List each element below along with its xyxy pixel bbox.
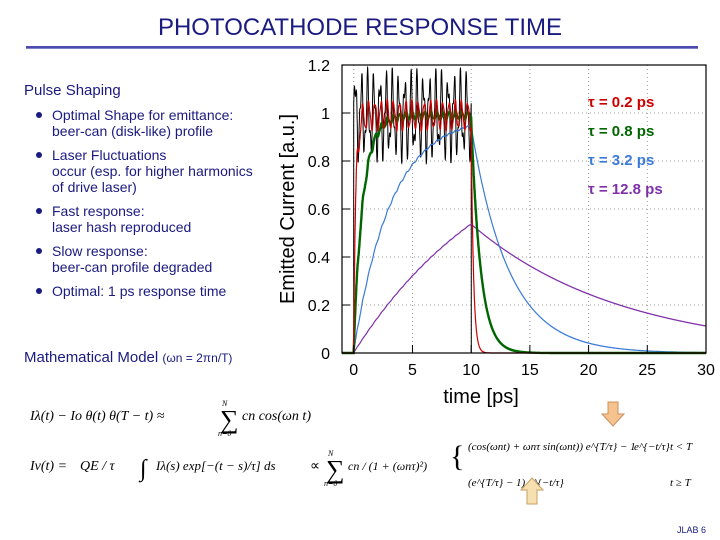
x-tick-label: 30 [697,362,715,379]
series-tau-3-2 [342,125,706,354]
eq2-sum-term: cn / (1 + (ωnτ)²) [348,459,427,473]
equations: Iλ(t) − Io θ(t) θ(T − t) ≈ ∑ N n=0 cn co… [30,399,693,505]
math-model-heading: Mathematical Model (ωn = 2πn/T) [24,349,232,366]
eq2-proportional: ∝ [310,459,320,474]
y-tick-label: 0.6 [308,202,330,219]
pulse-shaping-bullets: Optimal Shape for emittance: beer-can (d… [36,107,286,307]
down-arrow-icon [600,401,626,427]
eq2-sum-lower: n=0 [324,479,337,488]
chart-legend: τ = 0.2 ps τ = 0.8 ps τ = 3.2 ps τ = 12.… [588,94,663,210]
x-tick-label: 20 [580,362,598,379]
up-arrow-icon [519,477,545,505]
eq2-lhs: Iν(t) = [30,459,67,474]
legend-tau-12-8: τ = 12.8 ps [588,181,663,198]
bullet-optimal-shape: Optimal Shape for emittance: beer-can (d… [36,107,286,139]
eq1-lhs: Iλ(t) − Io θ(t) θ(T − t) ≈ [30,409,165,424]
eq2-case1-exp: e^{−t/τ} [634,441,670,453]
page-title: PHOTOCATHODE RESPONSE TIME [157,14,563,41]
x-tick-label: 5 [408,362,417,379]
math-model-label: Mathematical Model [24,349,159,366]
x-tick-label: 10 [462,362,480,379]
eq2-integral-sign: ∫ [138,456,148,483]
eq2-case1-bracket: (cos(ωnt) + ωnτ sin(ωnt)) e^{T/τ} − 1 [468,441,636,453]
eq2-sum-sign: ∑ [326,455,345,484]
legend-tau-0-8: τ = 0.8 ps [588,123,655,140]
eq1-sum-upper: N [221,399,228,408]
y-tick-label: 0.2 [308,298,330,315]
x-tick-label: 25 [638,362,656,379]
x-tick-label: 15 [521,362,539,379]
eq2-factor: QE / τ [80,459,116,474]
eq2-case2-expr: (e^{T/τ} − 1) e^{−t/τ} [468,477,564,489]
title-divider [26,46,698,49]
legend-tau-3-2: τ = 3.2 ps [588,152,655,169]
bullet-fast-response: Fast response: laser hash reproduced [36,203,286,235]
response-time-chart: 00.20.40.60.811.20 5 10 15 20 25 30 time [ps] … [277,58,715,408]
y-tick-label: 0.4 [308,250,330,267]
bullet-slow-response: Slow response: beer-can profile degraded [36,243,286,275]
y-tick-label: 0 [321,346,330,363]
series-tau-12-8 [342,223,707,354]
y-axis-label: Emitted Current [a.u.] [277,114,299,304]
page-number: JLAB 6 [677,525,707,535]
eq1-sum-sign: ∑ [220,405,239,434]
y-tick-label: 1 [321,106,330,123]
x-tick-label: 0 [349,362,358,379]
eq2-left-brace: { [450,440,464,473]
eq2-condition-1: t < T [670,441,693,453]
legend-tau-0-2: τ = 0.2 ps [588,94,655,111]
eq1-sum-term: cn cos(ωn t) [242,409,311,424]
omega-definition: (ωn = 2πn/T) [162,351,233,365]
bullet-laser-fluctuations: Laser Fluctuations occur (esp. for highe… [36,147,286,195]
y-tick-label: 1.2 [308,58,330,75]
y-tick-label: 0.8 [308,154,330,171]
eq2-integral-body: Iλ(s) exp[−(t − s)/τ] ds [155,458,276,473]
eq2-condition-2: t ≥ T [670,477,692,489]
pulse-shaping-heading: Pulse Shaping [24,82,121,99]
eq1-sum-lower: n=0 [218,429,231,438]
x-axis-label: time [ps] [443,386,519,408]
eq2-sum-upper: N [327,449,334,458]
bullet-optimal-response: Optimal: 1 ps response time [36,283,286,299]
